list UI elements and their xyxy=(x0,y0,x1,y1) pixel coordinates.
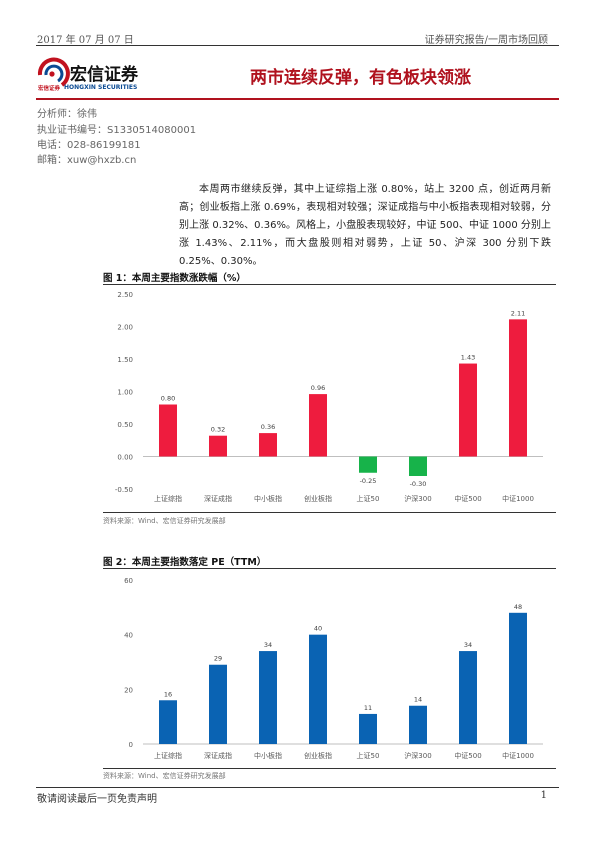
chart1-category-label-1: 上证综指 xyxy=(154,494,182,503)
chart1-data-label-5: -0.25 xyxy=(360,477,377,485)
chart1-bar-3 xyxy=(259,433,277,457)
company-logo: 宏信证券 宏信证券 HONGXIN SECURITIES xyxy=(36,55,166,95)
chart1-category-label-7: 中证500 xyxy=(454,494,481,503)
figure-1-source: 资料来源：Wind、宏信证券研究发展部 xyxy=(103,517,226,525)
chart2-data-label-2: 29 xyxy=(214,655,222,663)
chart1-category-label-3: 中小板指 xyxy=(254,494,282,503)
figure-2-top-rule xyxy=(103,568,556,569)
chart1-bar-5 xyxy=(359,456,377,473)
chart2-ytick: 0 xyxy=(129,741,133,749)
chart2-bar-8 xyxy=(509,612,527,744)
analyst-phone: 电话：028-86199181 xyxy=(37,140,141,151)
logo-name-cn: 宏信证券 xyxy=(70,65,138,85)
chart1-data-label-2: 0.32 xyxy=(211,426,225,434)
chart1-data-label-7: 1.43 xyxy=(461,354,475,362)
report-headline: 两市连续反弹，有色板块领涨 xyxy=(250,68,471,88)
chart2-bar-7 xyxy=(459,651,477,744)
analyst-email[interactable]: 邮箱：xuw@hxzb.cn xyxy=(37,155,137,166)
chart1-category-label-2: 深证成指 xyxy=(204,494,232,503)
chart2-data-label-7: 34 xyxy=(464,641,472,649)
figure-1-chart: 2.50 2.00 1.50 1.00 0.50 0.00 -0.50 0.80 上证综指 0.3… xyxy=(115,291,543,503)
chart1-data-label-3: 0.36 xyxy=(261,423,275,431)
chart1-bar-1 xyxy=(159,404,177,457)
chart1-data-label-6: -0.30 xyxy=(410,480,427,488)
chart2-bar-5 xyxy=(359,713,377,744)
header-divider xyxy=(36,45,559,46)
chart1-category-label-5: 上证50 xyxy=(357,494,380,503)
figure-2-title: 图 2：本周主要指数落定 PE（TTM） xyxy=(103,557,267,568)
figure-2-bottom-rule xyxy=(103,768,556,769)
chart1-ytick: 1.50 xyxy=(117,356,133,364)
analyst-name: 分析师：徐伟 xyxy=(37,109,97,120)
figure-2-source: 资料来源：Wind、宏信证券研究发展部 xyxy=(103,772,226,780)
chart2-ytick: 20 xyxy=(124,686,133,694)
chart2-data-label-1: 16 xyxy=(164,690,172,698)
footer-divider xyxy=(36,787,559,788)
chart2-ytick: 60 xyxy=(124,577,133,585)
page-number: 1 xyxy=(540,790,547,801)
footer-disclaimer: 敬请阅读最后一页免责声明 xyxy=(37,794,157,805)
chart1-ytick: 1.00 xyxy=(117,389,133,397)
chart1-category-label-4: 创业板指 xyxy=(304,494,332,503)
logo-name-en: HONGXIN SECURITIES xyxy=(64,84,138,91)
logo-small-cn: 宏信证券 xyxy=(38,86,61,92)
headline-divider xyxy=(36,98,559,100)
logo-mark-icon xyxy=(37,57,70,87)
chart1-bar-6 xyxy=(409,456,427,476)
chart1-bar-7 xyxy=(459,363,477,457)
chart2-category-label-4: 创业板指 xyxy=(304,751,332,760)
chart1-bar-4 xyxy=(309,394,327,457)
chart2-bar-6 xyxy=(409,705,427,744)
analyst-license: 执业证书编号：S1330514080001 xyxy=(37,125,197,136)
chart1-ytick: 2.00 xyxy=(117,324,133,332)
figure-1-top-rule xyxy=(103,284,556,285)
chart2-category-label-8: 中证1000 xyxy=(502,751,534,760)
figure-2-chart: 60 40 20 0 16 上证综指 29 深证成指 34 中小板指 40 创业板指 11 上证50 14 沪… xyxy=(124,577,543,760)
chart1-ytick: 0.00 xyxy=(117,454,133,462)
chart1-category-label-8: 中证1000 xyxy=(502,494,534,503)
chart1-bar-2 xyxy=(209,435,227,457)
report-type: 证券研究报告/一周市场回顾 xyxy=(424,35,548,46)
chart1-ytick: 0.50 xyxy=(117,421,133,429)
chart2-category-label-3: 中小板指 xyxy=(254,751,282,760)
chart2-data-label-5: 11 xyxy=(364,704,372,712)
report-date: 2017 年 07 月 07 日 xyxy=(37,35,134,46)
chart2-data-label-4: 40 xyxy=(314,625,322,633)
chart2-category-label-2: 深证成指 xyxy=(204,751,232,760)
chart2-data-label-3: 34 xyxy=(264,641,272,649)
chart1-category-label-6: 沪深300 xyxy=(404,494,431,503)
chart1-data-label-8: 2.11 xyxy=(511,309,525,317)
chart2-data-label-8: 48 xyxy=(514,603,522,611)
summary-paragraph: 本周两市继续反弹，其中上证综指上涨 0.80%，站上 3200 点，创近两月新高… xyxy=(179,184,551,267)
chart1-data-label-1: 0.80 xyxy=(161,395,175,403)
chart2-bar-1 xyxy=(159,700,177,744)
chart2-data-label-6: 14 xyxy=(414,696,422,704)
chart2-bar-2 xyxy=(209,664,227,744)
chart2-ytick: 40 xyxy=(124,632,133,640)
chart2-bar-3 xyxy=(259,651,277,744)
chart1-bar-8 xyxy=(509,319,527,457)
chart2-category-label-1: 上证综指 xyxy=(154,751,182,760)
chart1-ytick: 2.50 xyxy=(117,291,133,299)
chart1-data-label-4: 0.96 xyxy=(311,384,325,392)
chart2-category-label-7: 中证500 xyxy=(454,751,481,760)
chart2-category-label-6: 沪深300 xyxy=(404,751,431,760)
figure-1-title: 图 1：本周主要指数涨跌幅（%） xyxy=(103,273,246,284)
chart2-category-label-5: 上证50 xyxy=(357,751,380,760)
chart2-bar-4 xyxy=(309,634,327,744)
chart1-ytick: -0.50 xyxy=(115,486,133,494)
figure-1-bottom-rule xyxy=(103,512,556,513)
